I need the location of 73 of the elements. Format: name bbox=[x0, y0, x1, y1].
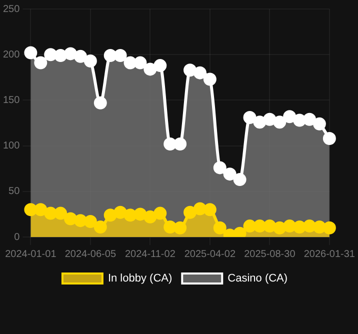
y-tick-label: 250 bbox=[2, 4, 20, 15]
x-tick-label: 2026-01-31 bbox=[304, 248, 356, 260]
point bbox=[104, 208, 117, 222]
point bbox=[74, 50, 87, 63]
x-tick-label: 2025-04-02 bbox=[184, 248, 236, 260]
x-tick-label: 2025-08-30 bbox=[244, 248, 296, 260]
point bbox=[64, 212, 78, 226]
point bbox=[273, 221, 286, 234]
point bbox=[322, 132, 336, 146]
point bbox=[223, 168, 236, 181]
point bbox=[283, 110, 296, 124]
point bbox=[312, 117, 326, 130]
point bbox=[193, 202, 206, 216]
legend-label: Casino (CA) bbox=[228, 272, 288, 285]
x-tick-label: 2024-06-05 bbox=[64, 248, 116, 260]
point bbox=[134, 208, 147, 221]
point bbox=[243, 111, 256, 124]
point bbox=[243, 220, 256, 233]
point bbox=[34, 56, 48, 70]
point bbox=[124, 56, 137, 70]
point bbox=[233, 173, 246, 186]
point bbox=[34, 203, 48, 216]
point bbox=[164, 137, 177, 150]
point bbox=[64, 47, 78, 60]
point bbox=[263, 220, 276, 233]
y-tick-label: 200 bbox=[2, 49, 20, 60]
point bbox=[303, 220, 316, 233]
point bbox=[293, 220, 306, 234]
point bbox=[174, 137, 187, 150]
point bbox=[54, 49, 68, 62]
point bbox=[154, 206, 167, 220]
point bbox=[293, 114, 306, 127]
x-tick-label: 2024-11-02 bbox=[124, 248, 176, 260]
point bbox=[312, 220, 326, 234]
point bbox=[203, 203, 216, 216]
point bbox=[134, 56, 147, 70]
point bbox=[283, 220, 296, 233]
x-tick-label: 2024-01-01 bbox=[5, 248, 57, 260]
point bbox=[213, 161, 226, 174]
point bbox=[144, 62, 157, 76]
point bbox=[144, 210, 157, 224]
point bbox=[164, 220, 177, 234]
point bbox=[104, 49, 117, 62]
point bbox=[74, 214, 87, 228]
point bbox=[174, 221, 187, 234]
point bbox=[84, 54, 97, 68]
point bbox=[44, 206, 58, 220]
legend-label: In lobby (CA) bbox=[108, 272, 172, 285]
point bbox=[322, 221, 336, 234]
point bbox=[263, 112, 276, 126]
point bbox=[154, 59, 167, 72]
point bbox=[253, 116, 266, 129]
point bbox=[203, 72, 216, 86]
point bbox=[303, 112, 316, 126]
y-tick-label: 100 bbox=[2, 140, 20, 152]
point bbox=[273, 116, 286, 129]
point bbox=[184, 64, 197, 77]
point bbox=[94, 96, 107, 110]
point bbox=[184, 206, 197, 219]
point bbox=[253, 220, 266, 233]
point bbox=[24, 203, 38, 216]
point bbox=[114, 206, 127, 219]
y-tick-label: 50 bbox=[8, 186, 20, 198]
point bbox=[94, 220, 107, 234]
point bbox=[213, 221, 226, 234]
point bbox=[193, 66, 206, 80]
point bbox=[84, 214, 97, 228]
y-tick-label: 0 bbox=[14, 232, 20, 243]
point bbox=[44, 48, 58, 62]
y-tick-label: 150 bbox=[2, 94, 20, 106]
point bbox=[114, 49, 127, 62]
point bbox=[54, 206, 68, 220]
point bbox=[124, 208, 137, 222]
